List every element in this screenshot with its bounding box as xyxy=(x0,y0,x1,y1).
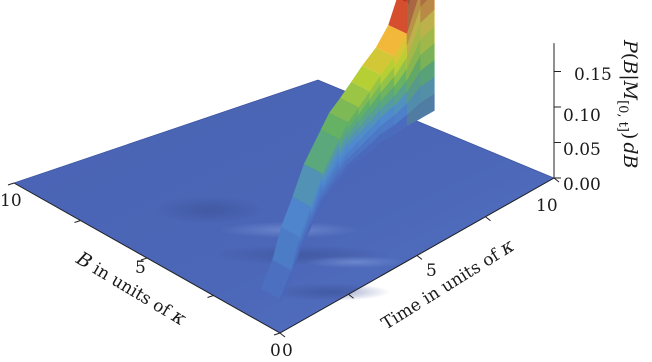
z-axis-label: P(B|M[0, t])dB xyxy=(615,39,641,169)
ridge-band xyxy=(406,0,421,46)
ridge-crest xyxy=(329,98,359,123)
axes-group xyxy=(7,43,561,338)
time-tick-mark xyxy=(279,332,286,338)
ridge-crest xyxy=(340,81,370,108)
time-tick-label: 10 xyxy=(536,196,558,216)
z-tick-label: 0.10 xyxy=(563,106,601,126)
b-tick-label: 10 xyxy=(0,191,22,211)
ridge-crest xyxy=(362,47,395,75)
ridge-wall xyxy=(406,0,435,126)
ridge-band xyxy=(420,0,435,24)
time-tick-mark xyxy=(416,255,423,260)
z-tick-label: 0.05 xyxy=(563,140,601,160)
floor-shade xyxy=(155,196,265,224)
time-tick-mark xyxy=(553,177,560,183)
b-tick-mark xyxy=(74,220,81,223)
floor-highlight xyxy=(305,256,405,268)
b-tick-label: 0 xyxy=(270,341,281,361)
b-tick-label: 5 xyxy=(135,258,146,278)
z-tick-label: 0.15 xyxy=(574,65,612,85)
b-tick-mark xyxy=(7,182,15,186)
ridge-crest xyxy=(260,259,291,299)
time-tick-label: 0 xyxy=(282,341,293,361)
ridge-crest xyxy=(320,112,348,140)
ridge-crest xyxy=(303,129,340,174)
ridge-crest xyxy=(351,65,381,92)
ridge-crest xyxy=(272,226,300,271)
time-tick-mark xyxy=(485,216,491,222)
ridge-crest xyxy=(292,163,323,207)
ridge-crest xyxy=(388,0,418,34)
b-tick-mark xyxy=(207,295,214,298)
time-tick-label: 5 xyxy=(426,261,437,281)
ridge-crest xyxy=(375,25,407,57)
ridge-surface xyxy=(260,0,435,302)
ridge-crest xyxy=(281,196,312,238)
floor-shade xyxy=(270,283,390,301)
b-tick-mark xyxy=(273,332,281,336)
b-tick-mark xyxy=(140,257,148,261)
z-tick-label: 0.00 xyxy=(563,175,601,195)
ridge-band xyxy=(420,0,428,8)
time-tick-mark xyxy=(348,293,354,299)
